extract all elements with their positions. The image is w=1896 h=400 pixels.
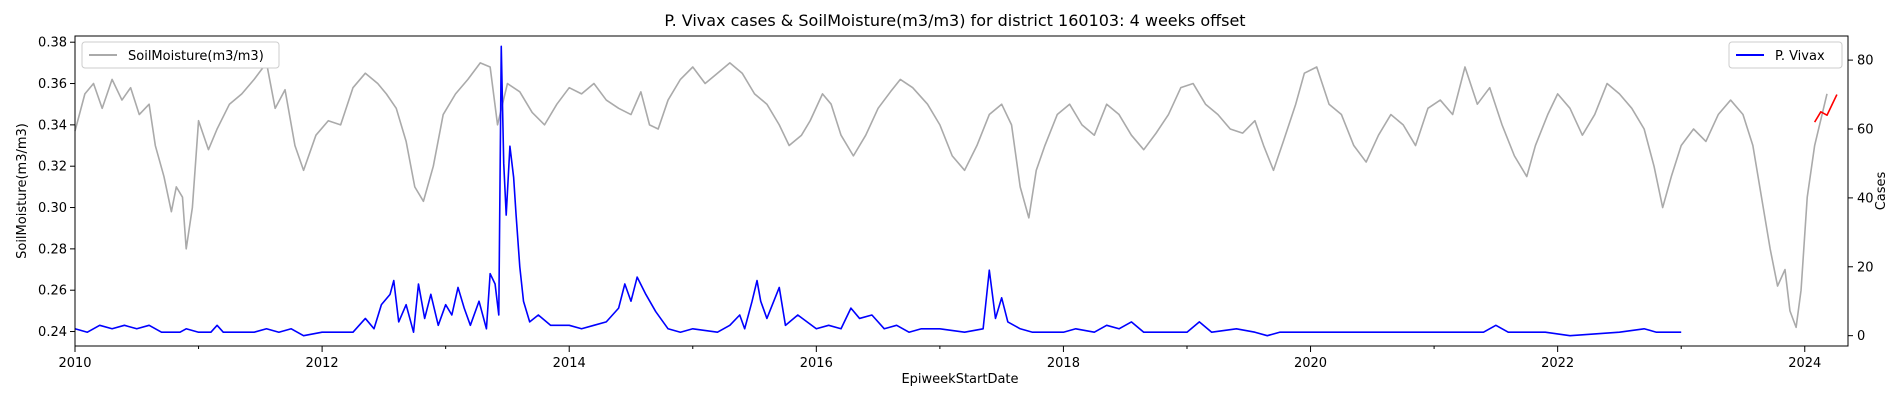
x-tick-label: 2022 [1541,356,1574,371]
x-tick-label: 2020 [1294,356,1327,371]
y-left-tick-label: 0.32 [38,160,67,175]
y-left-tick-label: 0.28 [38,242,67,257]
y-left-tick-label: 0.30 [38,201,67,216]
y-left-ticks: 0.24 0.26 0.28 0.30 0.32 0.34 0.36 0.38 [38,36,75,340]
legend-left-box [81,41,280,69]
legend-right: P. Vivax [1728,41,1843,69]
y-right-axis-label: Cases [1874,171,1889,210]
y-right-tick-label: 0 [1857,329,1865,344]
p-vivax-line [74,45,1682,337]
y-left-tick-label: 0.36 [38,77,67,92]
y-left-tick-label: 0.34 [38,118,67,133]
x-tick-label: 2012 [306,356,339,371]
y-left-tick-label: 0.26 [38,284,67,299]
y-left-tick-label: 0.24 [38,325,67,340]
x-tick-label: 2014 [553,356,586,371]
chart-title: P. Vivax cases & SoilMoisture(m3/m3) for… [664,11,1245,30]
legend-left-label: SoilMoisture(m3/m3) [128,49,264,64]
x-tick-label: 2016 [800,356,833,371]
legend-left: SoilMoisture(m3/m3) [81,41,280,69]
legend-right-label: P. Vivax [1775,49,1825,64]
soil-moisture-line [74,62,1828,329]
y-left-tick-label: 0.38 [38,36,67,51]
y-right-tick-label: 60 [1857,123,1874,138]
y-left-axis-label: SoilMoisture(m3/m3) [15,123,30,259]
x-axis-label: EpiweekStartDate [901,372,1018,387]
y-right-ticks: 0 20 40 60 80 [1848,54,1874,344]
series-layer [74,45,1838,337]
x-tick-label: 2018 [1047,356,1080,371]
y-right-tick-label: 40 [1857,191,1874,206]
x-tick-label: 2010 [58,356,91,371]
x-tick-label: 2024 [1788,356,1821,371]
y-right-tick-label: 80 [1857,54,1874,69]
legend-right-box [1728,41,1843,69]
plot-frame [74,35,1849,347]
p-vivax-forecast-line [1813,94,1838,123]
y-right-tick-label: 20 [1857,260,1874,275]
x-ticks: 2010 2012 2014 2016 2018 2020 2022 2024 [58,346,1821,371]
